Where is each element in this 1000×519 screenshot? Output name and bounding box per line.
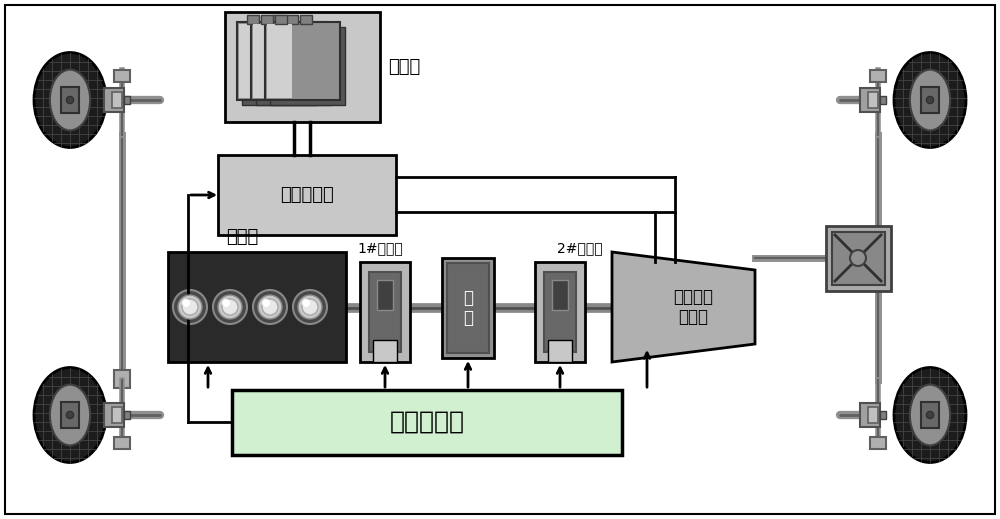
Bar [61, 402, 79, 428]
Ellipse shape [894, 367, 966, 462]
Bar [265, 22, 340, 100]
Bar [447, 263, 489, 353]
Circle shape [178, 295, 202, 319]
Circle shape [926, 412, 934, 419]
Bar [104, 88, 124, 112]
Bar [880, 96, 886, 104]
Bar [826, 226, 891, 291]
Bar [124, 96, 130, 104]
Circle shape [302, 299, 318, 315]
Circle shape [262, 299, 270, 307]
Bar [880, 411, 886, 419]
Bar [442, 258, 494, 358]
Text: 2#离合器: 2#离合器 [557, 241, 603, 255]
Bar [239, 24, 264, 98]
Bar [870, 437, 886, 449]
Bar [232, 390, 622, 455]
Bar [275, 15, 287, 24]
Bar [247, 15, 259, 24]
Bar [286, 15, 298, 24]
Bar [860, 403, 880, 427]
Bar [104, 403, 124, 427]
Text: 发动机: 发动机 [226, 228, 258, 246]
Bar [61, 87, 79, 113]
Text: 电池组: 电池组 [388, 58, 420, 76]
Bar [535, 262, 585, 362]
Bar [112, 407, 122, 423]
Bar [921, 87, 939, 113]
Bar [256, 27, 331, 105]
Bar [870, 70, 886, 82]
Text: 1#离合器: 1#离合器 [357, 241, 403, 255]
Circle shape [222, 299, 238, 315]
Bar [868, 407, 878, 423]
Ellipse shape [34, 52, 106, 147]
Circle shape [222, 299, 230, 307]
Text: 电机控制器: 电机控制器 [280, 186, 334, 204]
Bar [270, 27, 345, 105]
Ellipse shape [34, 367, 106, 462]
Circle shape [173, 290, 207, 324]
Text: 电
机: 电 机 [463, 289, 473, 327]
Bar [548, 340, 572, 362]
Circle shape [213, 290, 247, 324]
Bar [261, 15, 273, 24]
Text: 整车控制器: 整车控制器 [390, 410, 464, 434]
Bar [237, 22, 312, 100]
Bar [369, 272, 401, 352]
Circle shape [293, 290, 327, 324]
Bar [868, 92, 878, 108]
Bar [832, 232, 885, 285]
Bar [124, 411, 130, 419]
Circle shape [182, 299, 190, 307]
Bar [921, 402, 939, 428]
Circle shape [258, 295, 282, 319]
Bar [267, 24, 292, 98]
Circle shape [218, 295, 242, 319]
Bar [253, 24, 278, 98]
Bar [860, 88, 880, 112]
Bar [112, 92, 122, 108]
Bar [218, 155, 396, 235]
Bar [114, 370, 130, 388]
Bar [544, 272, 576, 352]
Text: 机械自动
变速器: 机械自动 变速器 [673, 288, 713, 326]
Ellipse shape [910, 70, 950, 130]
Ellipse shape [50, 70, 90, 130]
Ellipse shape [894, 52, 966, 147]
Circle shape [253, 290, 287, 324]
Bar [300, 15, 312, 24]
Circle shape [926, 97, 934, 104]
Circle shape [298, 295, 322, 319]
Circle shape [66, 412, 74, 419]
Bar [114, 70, 130, 82]
Bar [168, 252, 346, 362]
Bar [272, 15, 284, 24]
Bar [360, 262, 410, 362]
Bar [251, 22, 326, 100]
Circle shape [302, 299, 310, 307]
Bar [373, 340, 397, 362]
Circle shape [182, 299, 198, 315]
Bar [377, 280, 393, 310]
Ellipse shape [910, 385, 950, 445]
Bar [242, 27, 317, 105]
Circle shape [850, 250, 866, 266]
Circle shape [66, 97, 74, 104]
Bar [114, 437, 130, 449]
Ellipse shape [50, 385, 90, 445]
Bar [552, 280, 568, 310]
Bar [225, 12, 380, 122]
Polygon shape [612, 252, 755, 362]
Circle shape [262, 299, 278, 315]
